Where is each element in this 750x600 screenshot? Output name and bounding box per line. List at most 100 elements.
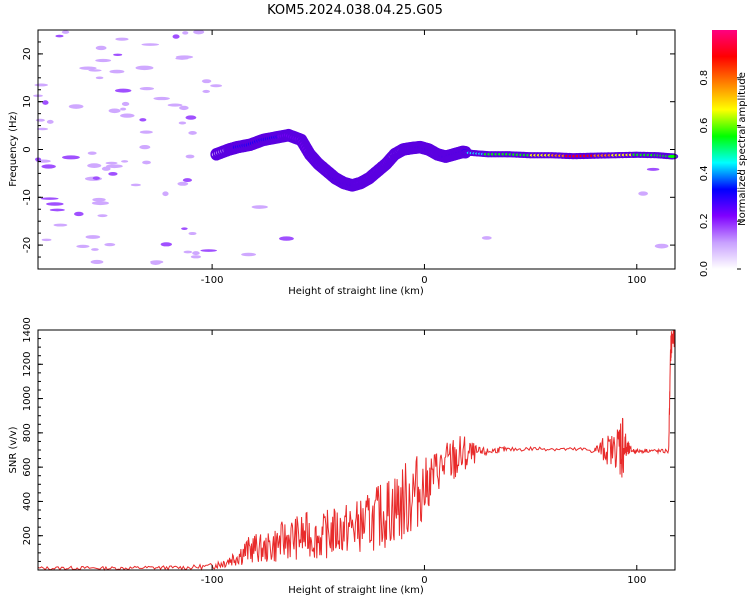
spectrogram-noise-blob <box>76 244 90 248</box>
snr-series-line <box>37 329 676 572</box>
snr-panel: -100 0 100 200 400 600 800 1000 1200 1400 Height … <box>8 317 676 596</box>
spectrogram-noise-blob <box>185 115 197 120</box>
snr-y-tick-label: 200 <box>22 526 33 545</box>
spectrogram-noise-blob <box>41 238 52 242</box>
snr-y-tick-label: 1200 <box>22 352 33 377</box>
spectrogram-noise-blob <box>87 163 102 168</box>
colorbar-gradient <box>712 30 737 269</box>
colorbar-tick-label: 0.2 <box>699 213 710 229</box>
colorbar-tick-label: 0.8 <box>699 70 710 86</box>
spectrogram-plot-area <box>38 30 675 269</box>
spectrogram-noise-blob <box>481 236 492 240</box>
spectrogram-noise-blob <box>95 76 104 80</box>
spectrogram-noise-blob <box>121 101 130 107</box>
spectrogram-noise-blob <box>190 255 202 259</box>
spectrogram-noise-blob <box>42 100 49 105</box>
spectrogram-noise-blob <box>241 252 257 257</box>
spectrogram-noise-blob <box>188 231 197 236</box>
spectrogram-noise-blob <box>210 84 223 88</box>
spectrogram-noise-blob <box>142 160 151 165</box>
spectrogram-noise-blob <box>68 104 84 109</box>
spectrogram-noise-blob <box>34 83 49 87</box>
spectrogram-noise-blob <box>160 242 173 247</box>
spectrogram-noise-blob <box>153 96 170 101</box>
spectrogram-noise-blob <box>85 235 101 239</box>
snr-y-tick-label: 800 <box>22 423 33 442</box>
colorbar-label: Normalized spectral amplitude <box>737 72 748 226</box>
spectrogram-noise-blob <box>182 178 192 183</box>
spectrogram-noise-blob <box>46 202 64 206</box>
spectrogram-x-tick-label: 0 <box>421 275 427 286</box>
spectrogram-noise-blob <box>201 79 212 84</box>
spectrogram-noise-blob <box>178 121 187 125</box>
spectrogram-noise-blob <box>172 34 180 39</box>
spectrogram-noise-blob <box>200 249 217 252</box>
spectrogram-x-tick-label: 100 <box>627 275 646 286</box>
spectrogram-noise-blob <box>120 107 127 111</box>
figure-title: KOM5.2024.038.04.25.G05 <box>267 3 443 18</box>
spectrogram-noise-blob <box>114 88 132 93</box>
snr-x-tick-label: -100 <box>201 575 224 586</box>
snr-ticks: -100 0 100 200 400 600 800 1000 1200 1400 <box>22 317 675 586</box>
spectrogram-noise-blob <box>87 151 97 155</box>
spectrogram-noise-blob <box>113 53 123 57</box>
snr-x-tick-label: 100 <box>627 575 646 586</box>
spectrogram-noise-blob <box>97 214 108 218</box>
spectrogram-noise-blob <box>139 118 147 122</box>
spectrogram-noise-blob <box>41 164 56 169</box>
spectrogram-noise-blob <box>150 261 161 265</box>
spectrogram-noise-blob <box>638 191 649 196</box>
snr-y-tick-label: 400 <box>22 492 33 511</box>
spectrogram-noise-blob <box>185 154 195 159</box>
spectrogram-noise-blob <box>162 191 169 197</box>
spectrogram-ridge-core <box>667 154 677 158</box>
spectrogram-noise-blob <box>109 69 125 74</box>
snr-x-label: Height of straight line (km) <box>288 585 424 596</box>
spectrogram-noise-blob <box>139 144 151 150</box>
spectrogram-noise-blob <box>105 161 118 165</box>
spectrogram-noise-blob <box>74 211 84 217</box>
snr-y-tick-label: 1400 <box>22 317 33 342</box>
spectrogram-noise-blob <box>49 208 65 212</box>
spectrogram-noise-blob <box>202 89 210 93</box>
spectrogram-noise-blob <box>175 57 189 60</box>
spectrogram-noise-blob <box>181 227 188 230</box>
spectrogram-y-tick-label: -20 <box>22 237 33 253</box>
spectrogram-y-tick-label: 20 <box>22 48 33 61</box>
colorbar-tick-label: 0.0 <box>699 261 710 277</box>
spectrogram-noise-blob <box>177 181 189 186</box>
spectrogram-noise-blob <box>646 167 660 171</box>
spectrogram-marks <box>33 29 679 265</box>
spectrogram-x-tick-label: -100 <box>201 275 224 286</box>
spectrogram-noise-blob <box>179 105 189 111</box>
spectrogram-noise-blob <box>46 119 54 124</box>
snr-marks <box>37 329 676 572</box>
spectrogram-noise-blob <box>105 164 123 169</box>
snr-plot-area <box>38 330 675 570</box>
spectrogram-noise-blob <box>121 160 129 163</box>
spectrogram-y-label: Frequency (Hz) <box>8 111 19 187</box>
spectrogram-noise-blob <box>193 29 205 35</box>
spectrogram-noise-blob <box>88 69 102 72</box>
snr-x-tick-label: 0 <box>421 575 427 586</box>
spectrogram-noise-blob <box>95 45 107 51</box>
spectrogram-x-label: Height of straight line (km) <box>288 286 424 297</box>
spectrogram-noise-blob <box>92 176 100 180</box>
spectrogram-noise-blob <box>167 103 183 107</box>
spectrogram-noise-blob <box>95 58 112 63</box>
spectrogram-noise-blob <box>62 155 80 160</box>
colorbar-tick-label: 0.6 <box>699 118 710 134</box>
spectrogram-noise-blob <box>61 30 70 34</box>
spectrogram-noise-blob <box>35 118 45 122</box>
spectrogram-noise-blob <box>104 243 116 247</box>
colorbar-tick-label: 0.4 <box>699 165 710 181</box>
spectrogram-noise-blob <box>120 113 135 118</box>
spectrogram-noise-blob <box>91 248 99 251</box>
spectrogram-noise-blob <box>90 259 104 265</box>
spectrogram-noise-blob <box>55 34 64 38</box>
spectrogram-noise-blob <box>91 201 110 206</box>
snr-y-tick-label: 1000 <box>22 386 33 411</box>
